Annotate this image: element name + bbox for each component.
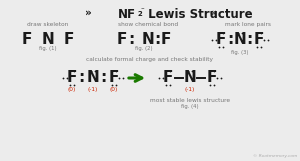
Text: F: F [64, 32, 74, 47]
Text: show chemical bond: show chemical bond [118, 22, 178, 27]
Text: F: F [117, 32, 127, 47]
Text: fig. (3): fig. (3) [231, 50, 249, 55]
Text: »: » [85, 8, 92, 18]
Text: fig. (2): fig. (2) [135, 46, 153, 51]
Text: (0): (0) [68, 87, 76, 92]
Text: most stable lewis structure: most stable lewis structure [150, 98, 230, 103]
Text: :: : [100, 70, 106, 85]
Text: :: : [128, 32, 134, 47]
Text: fig. (4): fig. (4) [181, 104, 199, 109]
Text: :: : [227, 32, 233, 47]
Text: N: N [42, 32, 54, 47]
Text: © Rootmemory.com: © Rootmemory.com [253, 154, 297, 158]
Text: :: : [154, 32, 160, 47]
Text: (-1): (-1) [88, 87, 98, 92]
Text: NF: NF [118, 8, 136, 21]
Text: ⁻: ⁻ [141, 8, 145, 14]
Text: F: F [161, 32, 171, 47]
Text: «: « [210, 8, 216, 18]
Text: N: N [184, 70, 196, 85]
Text: F: F [254, 32, 264, 47]
Text: Lewis Structure: Lewis Structure [144, 8, 253, 21]
Text: F: F [22, 32, 32, 47]
Text: F: F [163, 70, 173, 85]
Text: F: F [67, 70, 77, 85]
Text: F: F [216, 32, 226, 47]
Text: calculate formal charge and check stability: calculate formal charge and check stabil… [86, 57, 214, 62]
Text: F: F [207, 70, 217, 85]
Text: N: N [87, 70, 99, 85]
Text: (-1): (-1) [185, 87, 195, 92]
Text: (0): (0) [110, 87, 118, 92]
Text: :: : [246, 32, 252, 47]
Text: draw skeleton: draw skeleton [27, 22, 69, 27]
Text: N: N [142, 32, 154, 47]
Text: fig. (1): fig. (1) [39, 46, 57, 51]
Text: F: F [109, 70, 119, 85]
Text: N: N [234, 32, 246, 47]
Text: 2: 2 [137, 10, 142, 16]
Text: :: : [78, 70, 84, 85]
Text: mark lone pairs: mark lone pairs [225, 22, 271, 27]
